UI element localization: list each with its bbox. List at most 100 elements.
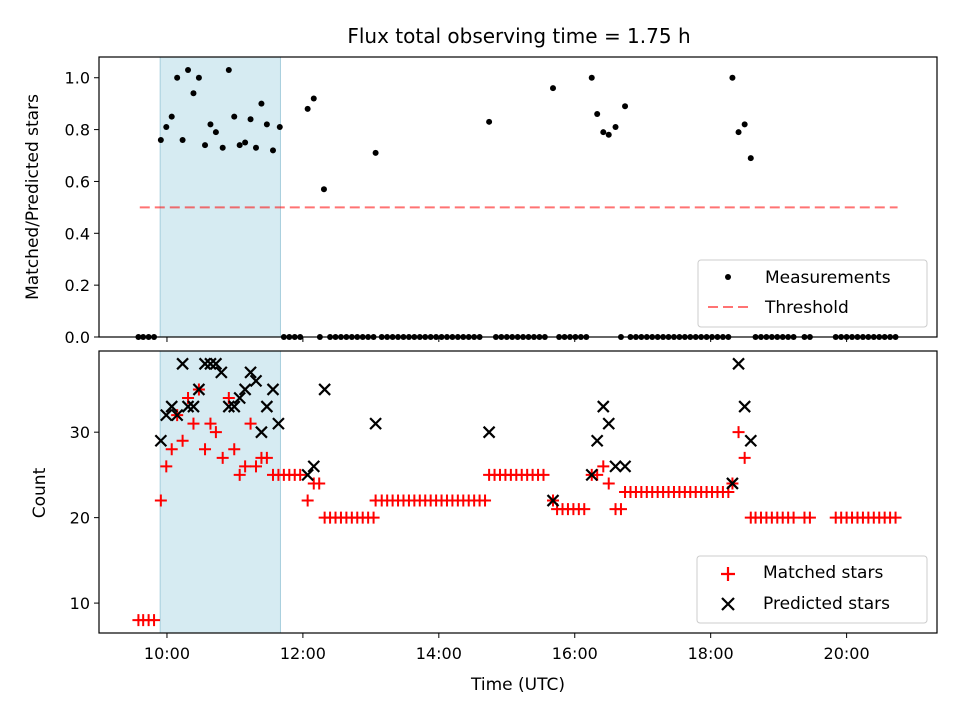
predicted-star-point xyxy=(260,400,274,413)
measurement-point xyxy=(163,124,170,130)
legend-measurements-marker xyxy=(725,274,731,280)
predicted-star-point xyxy=(602,417,616,430)
measurement-point xyxy=(600,129,607,136)
matched-star-point xyxy=(216,451,229,464)
measurement-point xyxy=(219,144,226,151)
measurement-point xyxy=(252,144,259,151)
matched-star-point xyxy=(787,511,800,524)
predicted-star-point xyxy=(597,400,610,413)
predicted-star-point xyxy=(369,417,382,430)
predicted-star-point xyxy=(160,408,173,422)
matched-star-point xyxy=(239,460,252,473)
predicted-star-point xyxy=(209,357,223,371)
matched-star-point xyxy=(165,443,178,456)
matched-star-point xyxy=(803,511,816,524)
bottom-legend-box xyxy=(696,555,928,624)
predicted-star-point xyxy=(738,400,751,413)
bottom-xlabel: Time (UTC) xyxy=(470,675,565,695)
matched-star-point xyxy=(367,511,380,524)
top-ytick-label: 0.2 xyxy=(65,276,90,295)
predicted-star-point xyxy=(546,494,560,507)
matched-star-point xyxy=(244,417,257,430)
predicted-star-point xyxy=(726,477,739,490)
top-ylabel: Matched/Predicted stars xyxy=(23,94,43,300)
matched-star-point xyxy=(602,477,615,490)
bottom-ytick-label: 30 xyxy=(70,423,90,442)
legend-matched-label: Matched stars xyxy=(763,563,883,583)
matched-star-point xyxy=(204,417,217,430)
legend-threshold-label: Threshold xyxy=(764,298,849,318)
measurement-point xyxy=(605,131,612,138)
predicted-star-point xyxy=(215,366,228,379)
measurement-point xyxy=(729,74,736,81)
matched-star-point xyxy=(597,460,610,473)
predicted-star-point xyxy=(176,357,189,371)
measurement-point xyxy=(276,124,283,130)
matched-star-point xyxy=(249,460,262,473)
predicted-star-point xyxy=(192,383,206,396)
predicted-star-point xyxy=(249,374,263,388)
measurement-point xyxy=(231,113,238,120)
predicted-star-point xyxy=(307,460,321,473)
predicted-star-point xyxy=(227,400,241,413)
measurement-point xyxy=(612,124,619,130)
measurement-point xyxy=(486,118,493,125)
matched-star-point xyxy=(578,503,591,516)
predicted-star-point xyxy=(222,400,236,413)
matched-star-point xyxy=(260,451,273,464)
predicted-star-point xyxy=(187,400,200,413)
measurement-point xyxy=(258,100,265,107)
measurement-point xyxy=(588,74,595,81)
measurement-point xyxy=(550,85,557,92)
top-ytick-label: 0.8 xyxy=(65,121,90,140)
matched-star-point xyxy=(537,468,550,481)
bottom-xtick-label: 10:00 xyxy=(144,644,190,663)
matched-star-point xyxy=(294,468,307,481)
predicted-star-point xyxy=(609,460,622,473)
predicted-star-point xyxy=(198,357,212,371)
bottom-ytick-label: 20 xyxy=(70,509,90,528)
top-ytick-label: 0.0 xyxy=(65,328,90,347)
measurement-point xyxy=(310,95,317,102)
legend-predicted-label: Predicted stars xyxy=(763,594,890,614)
matched-star-point xyxy=(154,494,167,507)
measurement-point xyxy=(242,139,249,146)
top-ytick-label: 0.6 xyxy=(65,172,90,191)
measurement-point xyxy=(157,136,164,143)
measurement-point xyxy=(225,66,232,73)
bottom-xtick-label: 12:00 xyxy=(280,644,326,663)
top-ytick-label: 0.4 xyxy=(65,224,90,243)
predicted-star-point xyxy=(318,383,331,396)
predicted-star-point xyxy=(590,434,604,448)
matched-star-point xyxy=(176,434,189,447)
measurement-point xyxy=(263,121,270,128)
legend-matched-marker xyxy=(721,567,735,581)
predicted-star-point xyxy=(204,357,217,371)
bottom-panel: 10 20 30 10:00 12:00 14:00 16:00 18:00 20:00 Cou… xyxy=(30,350,938,695)
bottom-axes-frame xyxy=(98,350,938,634)
measurement-point xyxy=(747,155,754,162)
predicted-star-point xyxy=(170,408,184,422)
top-title: Flux total observing time = 1.75 h xyxy=(347,24,690,48)
measurement-point xyxy=(622,103,629,110)
measurement-point xyxy=(236,142,243,149)
bottom-legend: Matched stars Predicted stars xyxy=(696,555,928,624)
bottom-xtick-label: 14:00 xyxy=(416,644,462,663)
predicted-star-point xyxy=(272,417,285,430)
measurement-point xyxy=(179,136,186,143)
measurement-point xyxy=(202,142,209,149)
predicted-star-point xyxy=(585,468,599,482)
matched-star-point xyxy=(732,426,745,439)
bottom-span xyxy=(159,350,281,634)
matched-star-point xyxy=(479,494,492,507)
bottom-xtick-label: 16:00 xyxy=(552,644,598,663)
predicted-star-point xyxy=(732,357,745,371)
top-span xyxy=(159,56,281,338)
measurement-point xyxy=(207,121,214,128)
top-axes-frame xyxy=(98,56,938,338)
matched-star-point xyxy=(301,494,314,507)
bottom-ytick-label: 10 xyxy=(70,594,90,613)
legend-measurements-label: Measurements xyxy=(765,268,891,288)
matched-star-point xyxy=(228,443,241,456)
